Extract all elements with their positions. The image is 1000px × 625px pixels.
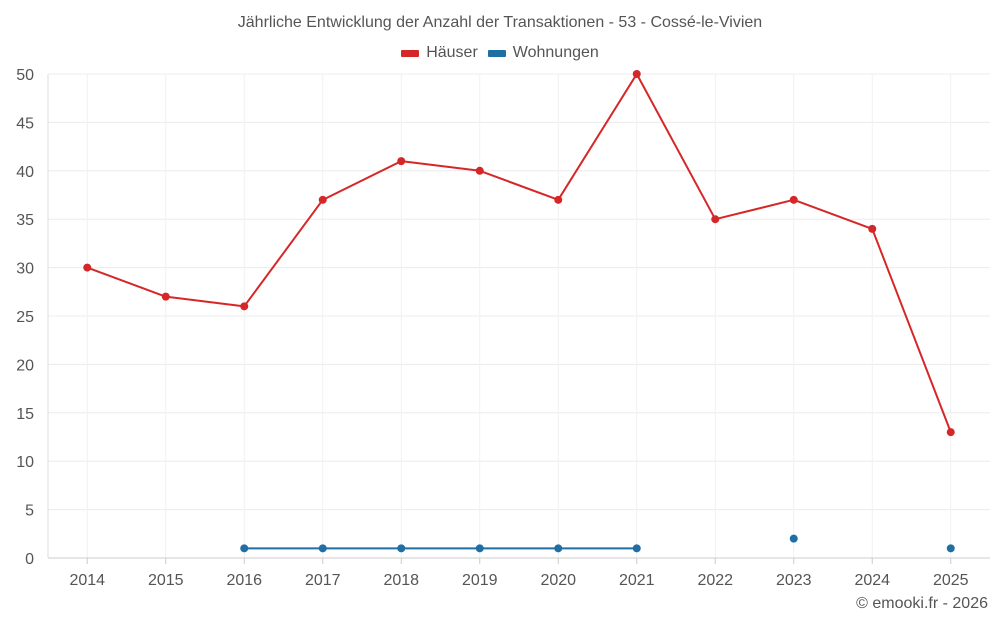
data-point-wohnungen-2021 <box>632 544 641 553</box>
legend: Häuser Wohnungen <box>0 44 1000 62</box>
y-tick-label-25: 25 <box>16 309 34 326</box>
x-tick-label-2024: 2024 <box>854 572 890 589</box>
y-tick-label-40: 40 <box>16 164 34 181</box>
x-tick-label-2022: 2022 <box>697 572 733 589</box>
data-point-haeuser-2023 <box>789 195 798 204</box>
chart-title: Jährliche Entwicklung der Anzahl der Tra… <box>237 14 763 31</box>
data-point-wohnungen-2019 <box>475 544 484 553</box>
data-point-haeuser-2021 <box>632 70 641 78</box>
data-point-haeuser-2014 <box>83 263 92 272</box>
y-tick-label-20: 20 <box>16 357 34 374</box>
legend-item-haeuser[interactable]: Häuser <box>401 44 478 62</box>
y-tick-label-30: 30 <box>16 261 34 278</box>
data-point-wohnungen-2025 <box>946 544 955 553</box>
data-point-wohnungen-2017 <box>318 544 327 553</box>
data-point-haeuser-2017 <box>318 195 327 204</box>
x-tick-label-2017: 2017 <box>305 572 341 589</box>
legend-swatch-wohnungen <box>487 49 506 57</box>
legend-label-wohnungen: Wohnungen <box>512 44 599 61</box>
data-point-haeuser-2019 <box>475 166 484 175</box>
data-point-wohnungen-2016 <box>240 544 249 553</box>
legend-item-wohnungen[interactable]: Wohnungen <box>487 44 599 62</box>
data-point-haeuser-2018 <box>397 157 406 166</box>
x-tick-label-2020: 2020 <box>540 572 576 589</box>
x-tick-label-2019: 2019 <box>462 572 498 589</box>
data-point-haeuser-2022 <box>711 215 720 224</box>
x-tick-label-2015: 2015 <box>148 572 184 589</box>
grid-layer <box>48 73 990 559</box>
data-point-wohnungen-2018 <box>397 544 406 553</box>
x-tick-label-2023: 2023 <box>776 572 812 589</box>
y-tick-label-10: 10 <box>16 454 34 471</box>
footer-credit: © emooki.fr - 2026 <box>856 595 988 612</box>
x-tick-label-2021: 2021 <box>619 572 655 589</box>
x-tick-label-2025: 2025 <box>933 572 969 589</box>
data-point-wohnungen-2023 <box>789 534 798 543</box>
data-point-wohnungen-2020 <box>554 544 563 553</box>
x-tick-label-2014: 2014 <box>69 572 105 589</box>
data-point-haeuser-2020 <box>554 195 563 204</box>
series-line-haeuser-0 <box>86 73 952 433</box>
y-tick-label-45: 45 <box>16 115 34 132</box>
x-tick-label-2018: 2018 <box>383 572 419 589</box>
y-tick-label-0: 0 <box>25 551 34 568</box>
data-point-haeuser-2015 <box>161 292 170 301</box>
data-point-haeuser-2025 <box>946 428 955 437</box>
x-tick-label-2016: 2016 <box>226 572 262 589</box>
y-tick-label-35: 35 <box>16 212 34 229</box>
y-tick-label-15: 15 <box>16 406 34 423</box>
legend-label-haeuser: Häuser <box>426 44 478 61</box>
series-layer <box>83 70 955 553</box>
y-tick-label-5: 5 <box>25 503 34 520</box>
data-point-haeuser-2016 <box>240 302 249 311</box>
legend-swatch-haeuser <box>401 49 420 57</box>
y-tick-label-50: 50 <box>16 67 34 84</box>
data-point-haeuser-2024 <box>868 224 877 233</box>
